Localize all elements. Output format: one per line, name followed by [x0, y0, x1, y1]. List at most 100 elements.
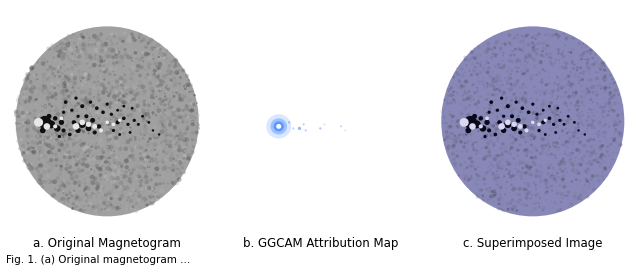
Circle shape — [587, 78, 591, 82]
Circle shape — [446, 100, 449, 103]
Circle shape — [105, 89, 108, 93]
Circle shape — [94, 122, 97, 126]
Circle shape — [49, 169, 52, 172]
Circle shape — [577, 126, 580, 128]
Circle shape — [535, 116, 539, 120]
Circle shape — [31, 148, 33, 149]
Circle shape — [49, 131, 53, 135]
Circle shape — [100, 148, 102, 149]
Circle shape — [490, 100, 493, 104]
Circle shape — [579, 171, 581, 173]
Circle shape — [70, 132, 73, 135]
Circle shape — [124, 53, 125, 55]
Circle shape — [145, 186, 150, 190]
Circle shape — [67, 198, 71, 203]
Circle shape — [545, 52, 548, 56]
Circle shape — [99, 155, 104, 160]
Circle shape — [490, 190, 491, 192]
Circle shape — [129, 57, 132, 59]
Circle shape — [68, 128, 71, 131]
Circle shape — [113, 169, 118, 174]
Circle shape — [524, 138, 525, 139]
Circle shape — [493, 157, 497, 161]
Circle shape — [116, 51, 120, 55]
Circle shape — [88, 132, 90, 134]
Circle shape — [191, 120, 193, 121]
Circle shape — [148, 116, 151, 119]
Circle shape — [608, 94, 610, 95]
Circle shape — [181, 120, 185, 124]
Circle shape — [134, 200, 138, 204]
Circle shape — [463, 56, 467, 59]
Circle shape — [591, 174, 595, 178]
Circle shape — [470, 133, 472, 136]
Circle shape — [191, 136, 193, 137]
Circle shape — [91, 55, 95, 59]
Circle shape — [63, 50, 65, 52]
Circle shape — [493, 194, 497, 197]
Circle shape — [508, 67, 511, 69]
Circle shape — [118, 197, 122, 201]
Circle shape — [543, 119, 547, 122]
Circle shape — [554, 154, 556, 156]
Circle shape — [505, 97, 508, 99]
Circle shape — [128, 126, 129, 128]
Circle shape — [116, 158, 120, 162]
Circle shape — [97, 135, 99, 136]
Circle shape — [74, 64, 76, 66]
Circle shape — [156, 121, 159, 125]
Circle shape — [42, 84, 45, 88]
Circle shape — [573, 92, 577, 96]
Circle shape — [160, 111, 163, 114]
Circle shape — [88, 145, 92, 149]
Circle shape — [119, 55, 124, 60]
Circle shape — [603, 167, 604, 169]
Circle shape — [86, 193, 88, 195]
Circle shape — [169, 69, 172, 72]
Circle shape — [28, 153, 29, 155]
Circle shape — [494, 123, 496, 125]
Circle shape — [561, 66, 563, 68]
Circle shape — [43, 170, 47, 174]
Circle shape — [616, 125, 618, 126]
Circle shape — [90, 115, 92, 117]
Circle shape — [81, 48, 86, 52]
Circle shape — [101, 150, 106, 154]
Circle shape — [72, 165, 74, 167]
Circle shape — [196, 102, 198, 104]
Circle shape — [472, 84, 474, 86]
Circle shape — [504, 150, 508, 153]
Circle shape — [76, 48, 79, 51]
Circle shape — [148, 56, 152, 61]
Circle shape — [95, 164, 99, 168]
Circle shape — [100, 156, 105, 160]
Circle shape — [595, 143, 596, 145]
Circle shape — [42, 77, 44, 79]
Circle shape — [64, 168, 67, 171]
Circle shape — [129, 131, 133, 134]
Circle shape — [485, 112, 488, 115]
Circle shape — [596, 111, 597, 113]
Circle shape — [108, 157, 111, 159]
Circle shape — [590, 123, 593, 127]
Circle shape — [49, 123, 52, 126]
Circle shape — [44, 167, 47, 171]
Circle shape — [25, 140, 28, 142]
Circle shape — [120, 207, 121, 209]
Circle shape — [572, 49, 573, 51]
Circle shape — [482, 46, 483, 47]
Circle shape — [140, 55, 145, 59]
Circle shape — [141, 51, 145, 54]
Circle shape — [60, 188, 63, 190]
Circle shape — [574, 127, 578, 131]
Circle shape — [111, 114, 115, 118]
Circle shape — [195, 117, 196, 119]
Circle shape — [619, 143, 622, 146]
Circle shape — [49, 158, 51, 160]
Circle shape — [593, 158, 597, 162]
Circle shape — [586, 180, 588, 182]
Circle shape — [450, 145, 453, 148]
Circle shape — [607, 114, 609, 117]
Circle shape — [524, 97, 527, 100]
Circle shape — [61, 179, 65, 182]
